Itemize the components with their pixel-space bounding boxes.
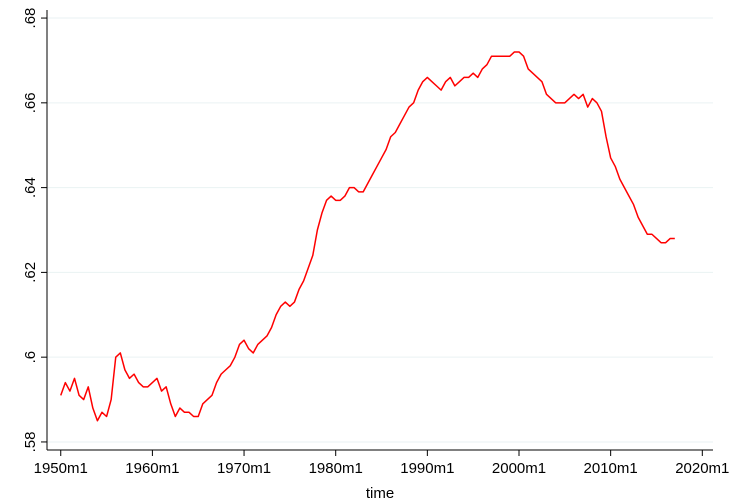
x-tick-label: 1970m1 [217, 460, 271, 477]
x-tick-label: 1960m1 [125, 460, 179, 477]
y-tick-label: .68 [22, 8, 39, 29]
x-tick-label: 1950m1 [34, 460, 88, 477]
x-tick-label: 2010m1 [584, 460, 638, 477]
y-tick-label: .58 [22, 432, 39, 453]
x-tick-label: 2020m1 [675, 460, 729, 477]
x-tick-label: 2000m1 [492, 460, 546, 477]
x-tick-label: 1980m1 [309, 460, 363, 477]
x-tick-label: 1990m1 [400, 460, 454, 477]
y-tick-label: .6 [22, 351, 39, 364]
y-tick-label: .62 [22, 262, 39, 283]
y-tick-label: .64 [22, 177, 39, 198]
x-axis-title: time [366, 485, 394, 502]
data-line [60, 51, 675, 422]
y-tick-label: .66 [22, 92, 39, 113]
